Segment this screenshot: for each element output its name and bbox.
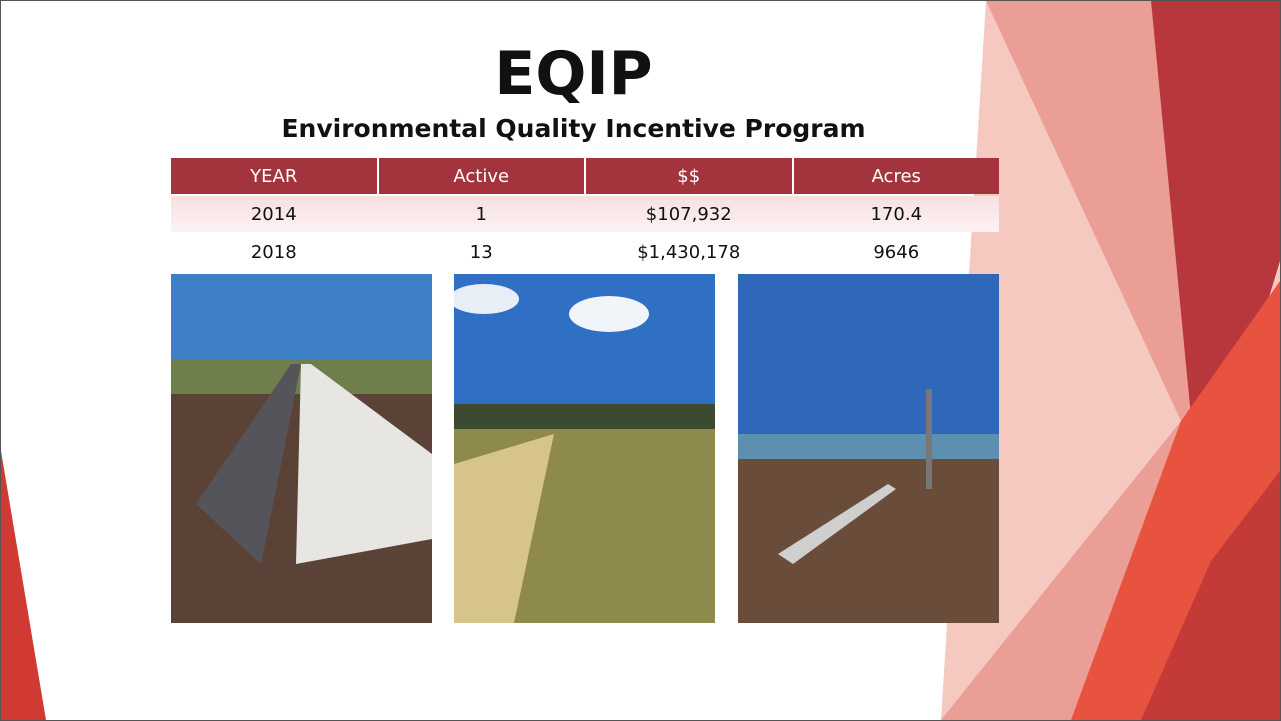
title: EQIP [1,39,1146,109]
column-header: YEAR [171,158,377,194]
table-cell: 170.4 [794,196,1000,232]
column-header: Active [379,158,585,194]
table-cell: 9646 [794,234,1000,270]
column-header: $$ [586,158,792,194]
table-cell: $1,430,178 [586,234,792,270]
subtitle: Environmental Quality Incentive Program [1,114,1146,143]
table-cell: 2018 [171,234,377,270]
table-cell: 13 [379,234,585,270]
column-header: Acres [794,158,1000,194]
table-cell: 1 [379,196,585,232]
table-cell: $107,932 [586,196,792,232]
photo-ditch [171,274,432,623]
slide: EQIP Environmental Quality Incentive Pro… [0,0,1281,721]
table-cell: 2014 [171,196,377,232]
photo-field [454,274,715,623]
photo-pipeline [738,274,999,623]
